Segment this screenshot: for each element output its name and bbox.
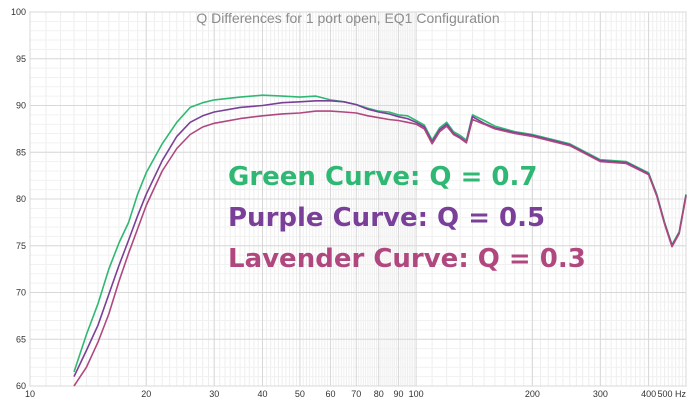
y-tick-label: 60 (16, 381, 26, 391)
x-tick-label: 40 (257, 389, 267, 399)
y-tick-label: 65 (16, 334, 26, 344)
series-lines (73, 94, 687, 387)
y-tick-label: 70 (16, 288, 26, 298)
grid-lines (29, 11, 687, 387)
axis-ticks: 10 20 30 40 50 60 70 80 90 100 200 300 400 500 Hz 60 65… (11, 7, 687, 399)
series-line-0 (73, 94, 687, 373)
x-tick-label: 100 (409, 389, 424, 399)
x-tick-label: 20 (141, 389, 151, 399)
y-tick-label: 75 (16, 241, 26, 251)
y-tick-label: 95 (16, 54, 26, 64)
x-tick-label: 80 (374, 389, 384, 399)
chart-title: Q Differences for 1 port open, EQ1 Confi… (196, 10, 499, 26)
x-tick-label: 30 (209, 389, 219, 399)
annotation-purple-q: Purple Curve: Q = 0.5 (228, 203, 545, 233)
x-tick-label: 500 Hz (657, 389, 686, 399)
x-tick-label: 50 (295, 389, 305, 399)
x-tick-label: 300 (593, 389, 608, 399)
series-line-2 (73, 110, 687, 387)
y-tick-label: 100 (11, 7, 26, 17)
x-tick-label: 90 (393, 389, 403, 399)
y-tick-label: 90 (16, 101, 26, 111)
x-tick-label: 70 (351, 389, 361, 399)
x-tick-label: 60 (325, 389, 335, 399)
annotation-lavender-q: Lavender Curve: Q = 0.3 (228, 244, 586, 274)
x-tick-label: 10 (25, 389, 35, 399)
x-tick-label: 400 (641, 389, 656, 399)
y-tick-label: 80 (16, 194, 26, 204)
annotation-green-q: Green Curve: Q = 0.7 (228, 162, 538, 192)
x-tick-label: 200 (525, 389, 540, 399)
y-tick-label: 85 (16, 147, 26, 157)
